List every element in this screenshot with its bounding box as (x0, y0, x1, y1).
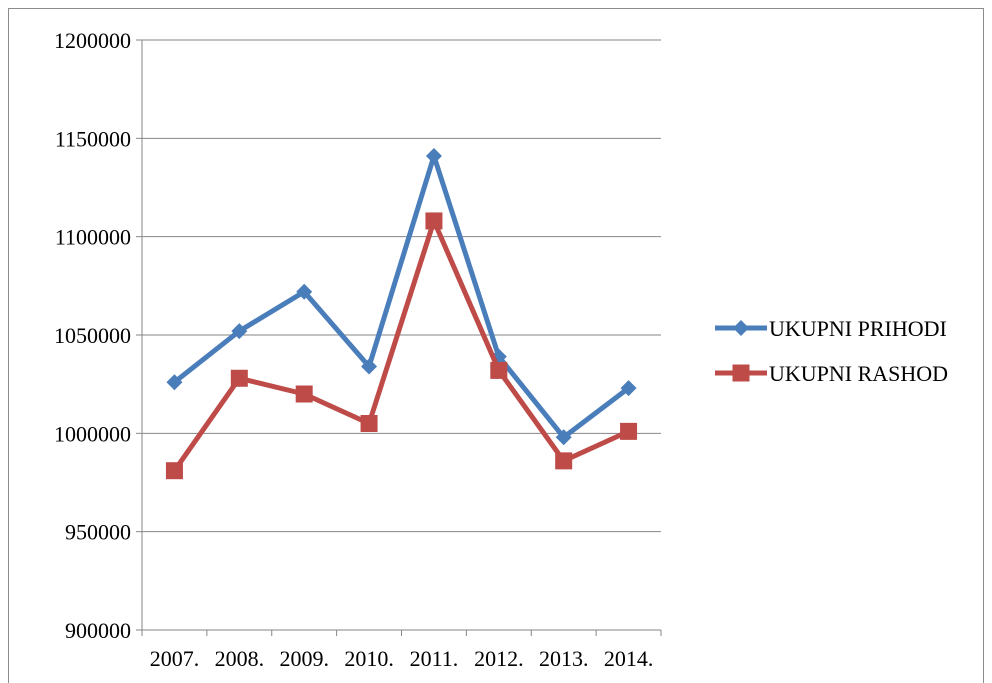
y-tick-label: 900000 (65, 618, 131, 643)
data-point (296, 283, 313, 300)
series (165, 148, 638, 480)
data-point (620, 422, 638, 440)
y-tick-label: 1150000 (55, 126, 131, 151)
data-point (620, 380, 637, 397)
legend-label: UKUPNI PRIHODI (769, 316, 947, 341)
data-point (230, 369, 248, 387)
y-tick-label: 1000000 (54, 421, 131, 446)
series-line (171, 153, 632, 440)
data-point (231, 323, 248, 340)
x-tick-label: 2011. (410, 646, 459, 671)
x-tick-label: 2010. (344, 646, 394, 671)
data-point (361, 358, 378, 375)
data-point (360, 415, 378, 432)
axes: 900000 950000 1000000 1050000 1100000 1150000… (54, 28, 662, 671)
x-tick-label: 2012. (474, 646, 524, 671)
data-point (555, 429, 572, 446)
series-line (171, 218, 632, 474)
y-tick-label: 1050000 (54, 323, 131, 348)
x-tick-label: 2009. (279, 646, 329, 671)
y-tick-label: 950000 (65, 520, 131, 545)
gridlines (142, 39, 661, 533)
legend: UKUPNI PRIHODI UKUPNI RASHOD (715, 316, 948, 386)
data-point (425, 212, 443, 230)
legend-marker (733, 320, 749, 336)
data-point (295, 385, 313, 403)
data-point (166, 374, 183, 391)
data-point (425, 148, 442, 165)
y-tick-label: 1100000 (55, 225, 131, 250)
x-tick-label: 2008. (215, 646, 265, 671)
y-tick-label: 1200000 (54, 28, 131, 53)
data-point (555, 452, 573, 470)
x-tick-label: 2013. (539, 646, 589, 671)
chart-border (8, 8, 984, 683)
legend-marker (732, 364, 750, 382)
x-tick-label: 2007. (150, 646, 200, 671)
data-point (490, 361, 508, 379)
x-tick-label: 2014. (604, 646, 654, 671)
data-point (165, 462, 183, 480)
legend-label: UKUPNI RASHOD (769, 361, 948, 386)
